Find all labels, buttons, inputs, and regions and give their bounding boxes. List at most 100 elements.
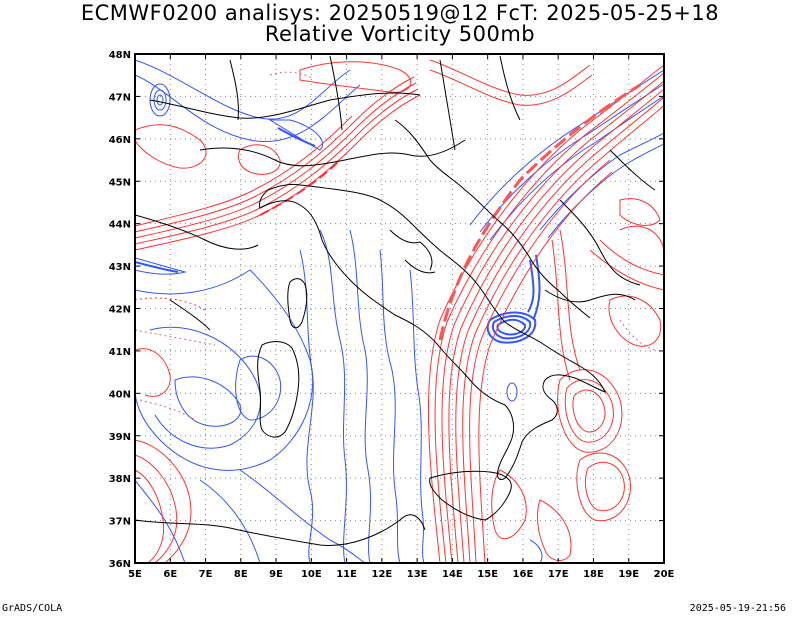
red-contour <box>619 198 661 226</box>
border <box>559 199 641 286</box>
blue-contour <box>539 132 664 231</box>
red-contour <box>135 297 206 311</box>
lat-label: 43N <box>109 262 131 273</box>
border <box>544 289 636 303</box>
lat-label: 37N <box>109 517 131 528</box>
red-contour <box>564 379 614 443</box>
blue-contour <box>235 355 282 421</box>
footer-timestamp: 2025-05-19-21:56 <box>689 603 786 614</box>
red-contour <box>135 469 165 563</box>
blue-contour <box>156 94 164 106</box>
red-contour <box>237 144 281 175</box>
lat-label: 45N <box>109 177 131 188</box>
blue-contour <box>319 229 347 563</box>
italy-coastline <box>259 183 606 481</box>
lon-label: 17E <box>548 569 569 580</box>
lon-label: 8E <box>234 569 248 580</box>
sardinia-coastline <box>257 341 300 438</box>
blue-contour <box>135 59 351 120</box>
border <box>329 55 343 131</box>
red-contour <box>557 369 623 453</box>
lat-label: 41N <box>109 347 131 358</box>
corsica-coastline <box>287 278 308 329</box>
red-contour <box>135 88 419 245</box>
red-contour <box>135 439 192 563</box>
blue-contour <box>379 249 401 563</box>
lon-label: 20E <box>654 569 675 580</box>
blue-contour <box>149 83 171 117</box>
blue-contour <box>527 259 535 313</box>
grid-lines <box>135 54 664 563</box>
border <box>609 149 656 191</box>
blue-contour <box>239 469 366 563</box>
blue-contour <box>135 74 361 142</box>
low-value-contours <box>135 71 656 421</box>
blue-contour <box>486 311 537 344</box>
red-contour <box>584 461 625 512</box>
axis-ticks <box>134 53 665 564</box>
red-contour <box>438 83 641 341</box>
red-contour <box>135 348 171 397</box>
lon-label: 7E <box>199 569 213 580</box>
positive-vorticity-contours <box>135 59 664 563</box>
red-contour <box>559 229 581 371</box>
red-contour <box>462 104 664 563</box>
france-coastline <box>135 214 259 250</box>
border <box>229 59 239 121</box>
border <box>389 229 433 271</box>
blue-contour <box>506 382 518 402</box>
lon-label: 5E <box>128 569 142 580</box>
lat-label: 44N <box>109 220 131 231</box>
border <box>439 59 456 151</box>
blue-contour <box>349 229 372 563</box>
blue-contour <box>489 95 664 241</box>
red-contour <box>427 64 664 563</box>
longitude-labels: 5E 6E 7E 8E 9E 10E 11E 12E 13E 14E 15E 16E 17E 18E 19E… <box>128 569 674 580</box>
lon-label: 6E <box>163 569 177 580</box>
northern-border <box>149 92 421 119</box>
lat-label: 48N <box>109 50 131 61</box>
red-contour <box>469 159 611 563</box>
title-line-1: ECMWF0200 analisys: 20250519@12 FcT: 202… <box>80 1 720 25</box>
red-contour <box>434 72 664 563</box>
red-contour <box>572 389 606 433</box>
lat-label: 47N <box>109 92 131 103</box>
lon-label: 11E <box>336 569 357 580</box>
border <box>404 259 436 274</box>
red-contour <box>135 454 178 563</box>
lon-label: 18E <box>583 569 604 580</box>
blue-contour <box>299 249 314 563</box>
blue-contour <box>149 326 261 449</box>
red-contour <box>537 499 572 561</box>
red-contour <box>455 96 664 563</box>
red-contour <box>135 115 353 227</box>
blue-contour <box>135 479 186 563</box>
sicily-coastline <box>429 470 512 521</box>
dashed-contour <box>269 71 313 79</box>
blue-contour <box>547 143 664 239</box>
lat-label: 36N <box>109 559 131 570</box>
blue-contour <box>135 261 179 273</box>
dashed-contour <box>139 399 196 421</box>
lon-label: 9E <box>269 569 283 580</box>
lon-label: 12E <box>371 569 392 580</box>
title-line-2: Relative Vorticity 500mb <box>264 22 536 46</box>
red-contour <box>429 69 593 106</box>
blue-contour <box>533 254 541 319</box>
lat-label: 46N <box>109 135 131 146</box>
plot-area <box>135 54 664 563</box>
blue-contour <box>409 269 425 563</box>
latitude-labels: 48N 47N 46N 45N 44N 43N 42N 41N 40N 39N 38N 37N 36N <box>109 50 131 570</box>
balkan-coastline <box>394 119 591 319</box>
blue-contour <box>153 89 167 111</box>
alps-border <box>199 139 466 167</box>
africa-coastline <box>135 514 426 546</box>
blue-contour <box>135 269 314 471</box>
red-contour <box>441 80 664 563</box>
lon-label: 13E <box>407 569 428 580</box>
blue-contour <box>135 257 187 275</box>
lon-label: 15E <box>477 569 498 580</box>
red-contour <box>551 239 571 381</box>
red-contour <box>448 88 664 563</box>
